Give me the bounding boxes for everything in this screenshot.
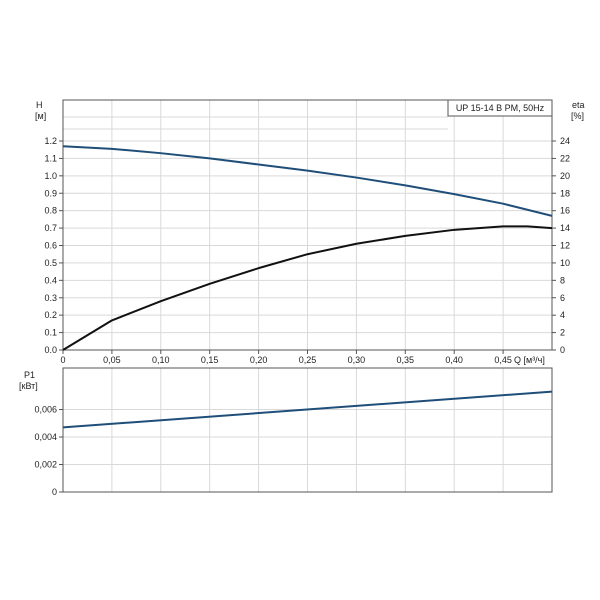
bottom-panel-series <box>62 390 553 429</box>
y-right-tick-label-7: 14 <box>560 223 570 233</box>
y-right-tick-label-5: 10 <box>560 258 570 268</box>
y-right-tick-label-10: 20 <box>560 171 570 181</box>
bottom-y-axis-label-line-0: P1 <box>24 370 35 380</box>
y-left-tick-label-4: 0.4 <box>44 275 57 285</box>
y-right-axis-label-line-0: eta <box>572 100 585 110</box>
x-tick-label-2: 0,10 <box>152 355 170 365</box>
y-left-tick-label-10: 1.0 <box>44 171 57 181</box>
y-left-tick-label-12: 1.2 <box>44 136 57 146</box>
x-tick-label-6: 0,30 <box>348 355 366 365</box>
bottom-y-tick-label-1: 0,002 <box>34 460 57 470</box>
y-left-tick-label-6: 0.6 <box>44 241 57 251</box>
y-left-tick-label-0: 0.0 <box>44 345 57 355</box>
power-curve <box>62 390 553 429</box>
bottom-panel-labels: 0 0,002 0,004 0,006 P1[кВт] <box>19 370 63 497</box>
y-right-axis-label-line-1: [%] <box>571 111 584 121</box>
y-left-tick-label-5: 0.5 <box>44 258 57 268</box>
y-left-tick-label-11: 1.1 <box>44 153 57 163</box>
bottom-y-tick-label-3: 0,006 <box>34 405 57 415</box>
x-tick-label-5: 0,25 <box>299 355 317 365</box>
y-left-tick-label-2: 0.2 <box>44 310 57 320</box>
x-axis-label: Q [м³/ч] <box>514 355 545 365</box>
y-left-tick-label-3: 0.3 <box>44 293 57 303</box>
eta-curve <box>62 225 553 351</box>
x-tick-label-4: 0,20 <box>250 355 268 365</box>
y-left-axis-label-line-0: H <box>36 100 43 110</box>
y-left-tick-label-1: 0.1 <box>44 328 57 338</box>
y-right-tick-label-11: 22 <box>560 153 570 163</box>
y-left-tick-label-8: 0.8 <box>44 206 57 216</box>
y-left-tick-label-9: 0.9 <box>44 188 57 198</box>
x-tick-label-0: 0 <box>60 355 65 365</box>
y-left-axis-label-line-1: [м] <box>35 111 46 121</box>
y-right-tick-label-2: 4 <box>560 310 565 320</box>
y-right-tick-label-3: 6 <box>560 293 565 303</box>
y-right-tick-label-0: 0 <box>560 345 565 355</box>
y-right-tick-label-4: 8 <box>560 275 565 285</box>
head-curve <box>62 145 553 217</box>
x-tick-label-8: 0,40 <box>445 355 463 365</box>
bottom-panel-frame <box>62 367 553 493</box>
x-tick-label-3: 0,15 <box>201 355 219 365</box>
y-right-tick-label-6: 12 <box>560 241 570 251</box>
top-panel-series <box>62 145 553 351</box>
top-panel-grid <box>63 100 552 350</box>
chart-title: UP 15-14 B PM, 50Hz <box>456 103 545 113</box>
bottom-y-tick-label-2: 0,004 <box>34 432 57 442</box>
x-tick-label-7: 0,35 <box>397 355 415 365</box>
y-right-tick-label-9: 18 <box>560 188 570 198</box>
y-left-tick-label-7: 0.7 <box>44 223 57 233</box>
top-panel-labels: 0.0 0.1 0.2 0.3 0.4 0.5 0.6 0.7 0.8 0.9 1.0 1.1 1.2 0… <box>35 100 585 365</box>
chart-title-box <box>447 99 553 117</box>
x-tick-label-9: 0,45 <box>494 355 512 365</box>
bottom-y-axis-label-line-1: [кВт] <box>19 381 38 391</box>
bottom-y-tick-label-0: 0 <box>52 487 57 497</box>
x-tick-label-1: 0,05 <box>103 355 121 365</box>
y-right-tick-label-8: 16 <box>560 206 570 216</box>
y-right-tick-label-12: 24 <box>560 136 570 146</box>
y-right-tick-label-1: 2 <box>560 328 565 338</box>
